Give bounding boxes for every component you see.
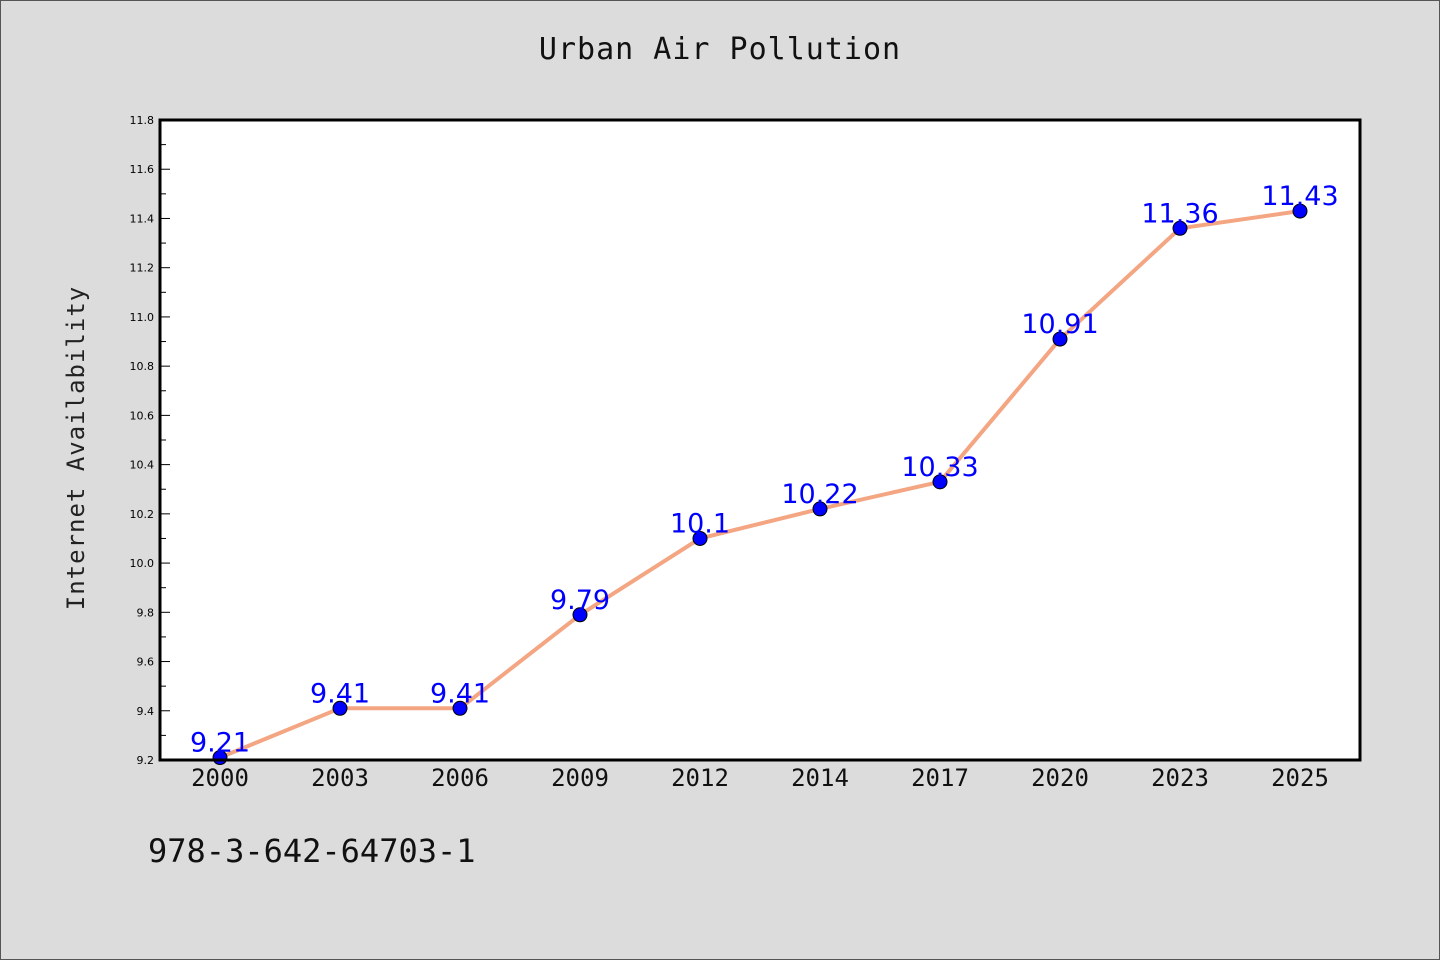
y-tick-label: 10.2 <box>130 508 155 521</box>
data-label: 11.43 <box>1261 181 1338 212</box>
y-tick-label: 9.8 <box>137 606 155 619</box>
data-label: 9.21 <box>190 728 250 759</box>
x-tick-label: 2006 <box>431 764 489 792</box>
x-tick-label: 2012 <box>671 764 729 792</box>
y-tick-label: 9.2 <box>137 754 155 767</box>
data-point <box>692 530 708 546</box>
y-tick-label: 10.4 <box>130 459 155 472</box>
series-line <box>218 209 1302 760</box>
y-tick-label: 11.8 <box>130 114 155 127</box>
y-tick-label: 9.6 <box>137 656 155 669</box>
data-point <box>1052 331 1068 347</box>
x-tick-label: 2017 <box>911 764 969 792</box>
plot-area <box>160 120 1360 760</box>
plot-border <box>158 118 1362 762</box>
x-tick-label: 2009 <box>551 764 609 792</box>
data-point <box>572 607 588 623</box>
y-tick-label: 9.4 <box>137 705 155 718</box>
data-point <box>452 700 468 716</box>
data-point <box>1292 203 1308 219</box>
y-tick-label: 11.0 <box>130 311 155 324</box>
y-tick-label: 11.4 <box>130 212 155 225</box>
x-tick-label: 2003 <box>311 764 369 792</box>
data-label: 9.41 <box>430 678 490 709</box>
data-label: 11.36 <box>1141 198 1218 229</box>
footer-code: 978-3-642-64703-1 <box>148 832 476 870</box>
y-tick-label: 11.6 <box>130 163 155 176</box>
data-point <box>932 474 948 490</box>
y-tick-label: 10.0 <box>130 557 155 570</box>
y-tick-label: 10.6 <box>130 409 155 422</box>
data-label: 10.22 <box>781 479 858 510</box>
data-label: 9.79 <box>550 585 610 616</box>
data-point <box>1172 220 1188 236</box>
x-tick-label: 2020 <box>1031 764 1089 792</box>
data-point <box>812 501 828 517</box>
y-tick-label: 10.8 <box>130 360 155 373</box>
x-tick-label: 2014 <box>791 764 849 792</box>
data-label: 10.1 <box>670 508 730 539</box>
data-point <box>332 700 348 716</box>
chart-title: Urban Air Pollution <box>538 32 902 67</box>
x-tick-label: 2025 <box>1271 764 1329 792</box>
x-tick-label: 2023 <box>1151 764 1209 792</box>
data-label: 10.91 <box>1021 309 1098 340</box>
y-tick-label: 11.2 <box>130 262 155 275</box>
data-label: 9.41 <box>310 678 370 709</box>
x-tick-label: 2000 <box>191 764 249 792</box>
data-label: 10.33 <box>901 452 978 483</box>
